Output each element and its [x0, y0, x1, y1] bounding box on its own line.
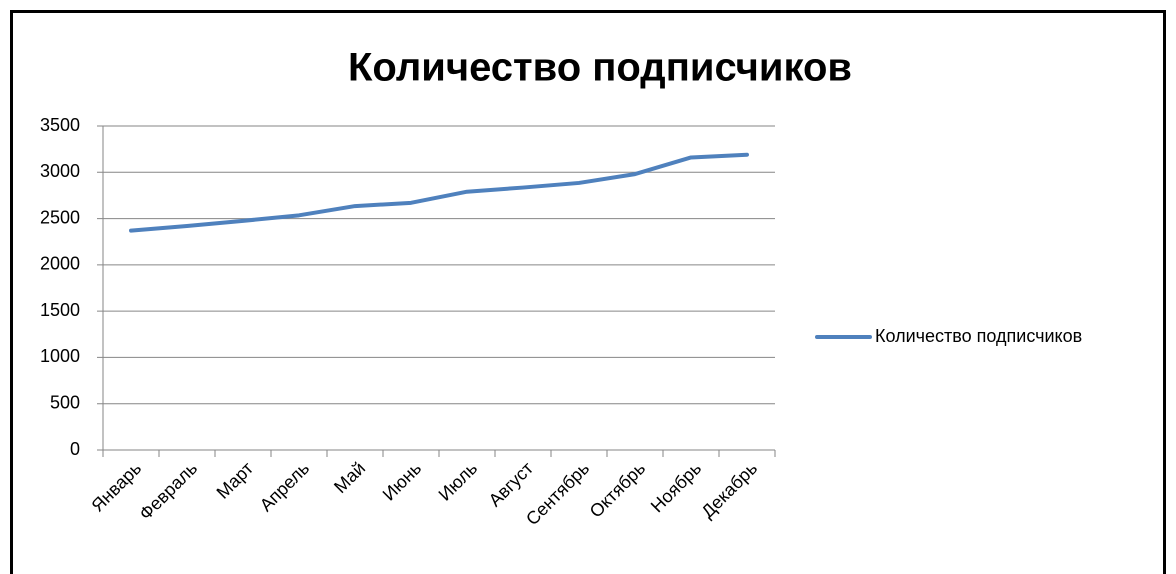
- y-tick-label: 3000: [40, 161, 80, 181]
- chart-border: [10, 10, 1166, 574]
- y-tick-label: 1500: [40, 300, 80, 320]
- series-line: [129, 152, 749, 233]
- y-tick-label: 3500: [40, 115, 80, 135]
- y-tick-label: 1000: [40, 346, 80, 366]
- chart-title: Количество подписчиков: [348, 46, 852, 90]
- y-tick-label: 0: [70, 439, 80, 459]
- y-tick-label: 2000: [40, 254, 80, 274]
- y-tick-label: 2500: [40, 207, 80, 227]
- legend-label: Количество подписчиков: [875, 326, 1082, 346]
- y-tick-label: 500: [50, 392, 80, 412]
